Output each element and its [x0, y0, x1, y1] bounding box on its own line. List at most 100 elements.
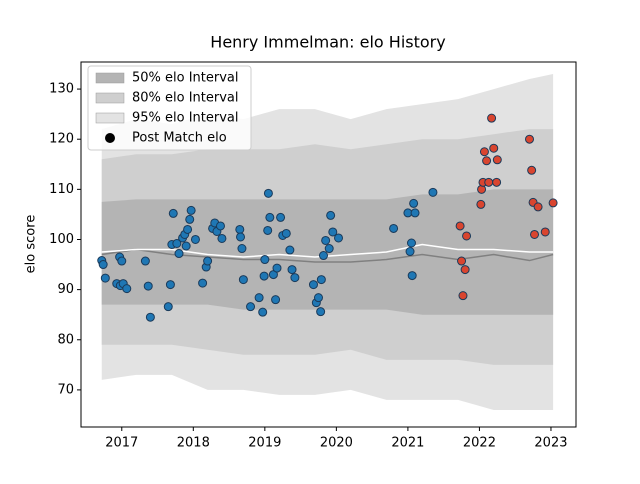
point [321, 235, 331, 245]
point [168, 208, 178, 218]
plot-frame [80, 61, 577, 428]
point [236, 232, 246, 242]
point [276, 212, 286, 222]
legend-label: Post Match elo [132, 131, 227, 146]
point [484, 177, 494, 187]
point [476, 199, 486, 209]
point [217, 233, 227, 243]
point [172, 238, 182, 248]
y-tick-label: 110 [49, 182, 74, 197]
point [143, 281, 153, 291]
chart-title: Henry Immelman: elo History [210, 33, 445, 52]
point [489, 143, 499, 153]
point [122, 284, 132, 294]
x-tick-label: 2019 [248, 436, 281, 451]
point [313, 293, 323, 303]
point [163, 302, 173, 312]
point [533, 202, 543, 212]
point [479, 147, 489, 157]
point [316, 275, 326, 285]
x-tick-label: 2018 [177, 436, 210, 451]
point [409, 198, 419, 208]
x-tick-label: 2020 [320, 436, 353, 451]
y-axis-label: elo score [24, 215, 39, 274]
y-tick-label: 70 [57, 382, 74, 397]
point [258, 307, 268, 317]
point [318, 251, 328, 261]
point [98, 260, 108, 270]
point [285, 245, 295, 255]
point [492, 155, 502, 165]
point [181, 241, 191, 251]
y-tick-label: 80 [57, 332, 74, 347]
point [405, 247, 415, 257]
point [203, 256, 213, 266]
y-tick-label: 120 [49, 132, 74, 147]
point [100, 273, 110, 283]
point [140, 256, 150, 266]
point [145, 312, 155, 322]
legend-swatch [95, 92, 125, 104]
point [174, 249, 184, 259]
point [165, 280, 175, 290]
point [246, 302, 256, 312]
legend-label: 50% elo Interval [132, 71, 239, 86]
point [457, 256, 467, 266]
point [487, 113, 497, 123]
point [238, 275, 248, 285]
point [260, 255, 270, 265]
point [316, 307, 326, 317]
point [254, 293, 264, 303]
point [334, 233, 344, 243]
point [215, 221, 225, 231]
point [530, 229, 540, 239]
point [186, 205, 196, 215]
point [271, 295, 281, 305]
legend-marker [105, 133, 115, 143]
point [540, 227, 550, 237]
point [235, 224, 245, 234]
point [198, 278, 208, 288]
point [389, 223, 399, 233]
y-tick-label: 100 [49, 232, 74, 247]
legend-swatch [95, 112, 125, 124]
point [406, 238, 416, 248]
point [265, 212, 275, 222]
point [272, 263, 282, 273]
point [287, 265, 297, 275]
point [263, 188, 273, 198]
point [428, 187, 438, 197]
point [548, 198, 558, 208]
point [281, 228, 291, 238]
point [458, 291, 468, 301]
point [462, 231, 472, 241]
x-tick-label: 2023 [534, 436, 567, 451]
point [407, 271, 417, 281]
point [308, 280, 318, 290]
point [492, 177, 502, 187]
x-tick-label: 2021 [391, 436, 424, 451]
point [525, 134, 535, 144]
legend-label: 95% elo Interval [132, 111, 239, 126]
point [190, 234, 200, 244]
point [455, 221, 465, 231]
point [290, 273, 300, 283]
point [237, 244, 247, 254]
legend-label: 80% elo Interval [132, 91, 239, 106]
point [328, 227, 338, 237]
legend-swatch [95, 72, 125, 84]
point [324, 244, 334, 254]
point [482, 156, 492, 166]
y-tick-label: 130 [49, 82, 74, 97]
y-tick-label: 90 [57, 282, 74, 297]
point [183, 224, 193, 234]
legend-box [87, 65, 252, 151]
point [460, 265, 470, 275]
x-tick-label: 2017 [105, 436, 138, 451]
point [410, 208, 420, 218]
point [117, 256, 127, 266]
point [259, 271, 269, 281]
point [185, 214, 195, 224]
point [527, 165, 537, 175]
